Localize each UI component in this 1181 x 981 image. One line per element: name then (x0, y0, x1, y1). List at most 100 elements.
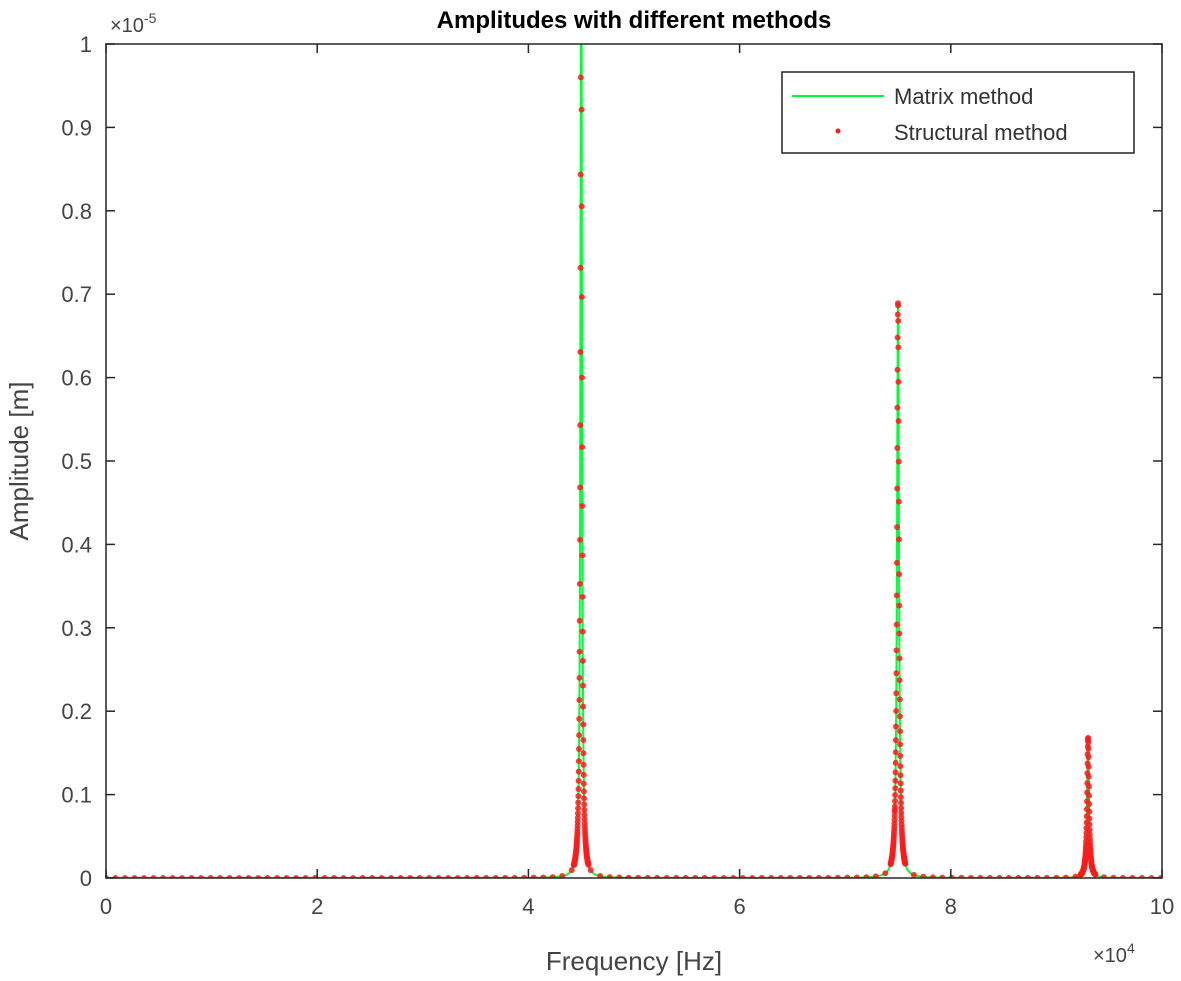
data-point-structural-method (1092, 871, 1099, 878)
data-point-structural-method (796, 874, 803, 878)
data-point-structural-method (895, 344, 902, 351)
data-point-structural-method (579, 552, 586, 559)
data-point-structural-method (896, 728, 903, 735)
data-point-structural-method (576, 674, 583, 681)
data-point-structural-method (579, 374, 586, 381)
data-point-structural-method (575, 805, 582, 812)
data-point-structural-method (711, 874, 718, 878)
y-exponent: ×10-5 (110, 10, 157, 37)
plot-area (106, 44, 1162, 878)
data-point-structural-method (882, 870, 889, 877)
data-point-structural-method (179, 874, 186, 878)
data-point-structural-method (1085, 745, 1092, 752)
data-point-structural-method (1086, 815, 1093, 822)
data-point-structural-method (892, 759, 899, 766)
y-tick-label: 0.6 (61, 366, 92, 391)
data-point-structural-method (1148, 874, 1155, 878)
data-point-structural-method (283, 874, 290, 878)
data-point-structural-method (540, 874, 547, 878)
data-point-structural-method (701, 874, 708, 878)
data-point-structural-method (340, 874, 347, 878)
data-point-structural-method (577, 536, 584, 543)
data-point-structural-method (892, 749, 899, 756)
data-point-structural-method (581, 801, 588, 808)
data-point-structural-method (1086, 826, 1093, 833)
data-point-structural-method (426, 874, 433, 878)
data-point-structural-method (895, 536, 902, 543)
data-point-structural-method (580, 736, 587, 743)
data-point-structural-method (587, 867, 594, 874)
y-tick-label: 0.1 (61, 783, 92, 808)
data-point-structural-method (577, 422, 584, 429)
data-point-structural-method (894, 311, 901, 318)
data-point-structural-method (578, 203, 585, 210)
data-point-structural-method (579, 444, 586, 451)
data-point-structural-method (302, 874, 309, 878)
data-point-structural-method (897, 741, 904, 748)
data-point-structural-method (897, 780, 904, 787)
data-point-structural-method (580, 721, 587, 728)
data-point-structural-method (1086, 800, 1093, 807)
data-point-structural-method (1085, 783, 1092, 790)
data-point-structural-method (576, 732, 583, 739)
data-point-structural-method (575, 777, 582, 784)
data-point-structural-method (1085, 754, 1092, 761)
y-tick-label: 0.7 (61, 282, 92, 307)
data-point-structural-method (739, 874, 746, 878)
data-point-structural-method (188, 874, 195, 878)
axes-box (105, 43, 1163, 879)
data-point-structural-method (895, 317, 902, 324)
data-point-structural-method (872, 873, 879, 878)
axes: 0 2 4 6 8 10 0 0.1 0.2 0.3 0.4 0.5 0.6 0.7 0.8 0.9 1 (61, 32, 1174, 919)
data-point-structural-method (720, 874, 727, 878)
data-point-structural-method (576, 648, 583, 655)
data-point-structural-method (1085, 763, 1092, 770)
data-point-structural-method (895, 378, 902, 385)
data-point-structural-method (445, 874, 452, 878)
data-point-structural-method (825, 874, 832, 878)
y-tick-label: 0 (80, 866, 92, 891)
data-point-structural-method (576, 696, 583, 703)
data-point-structural-method (575, 799, 582, 806)
data-point-structural-method (576, 580, 583, 587)
data-point-structural-method (893, 647, 900, 654)
data-point-structural-method (692, 874, 699, 878)
data-point-structural-method (896, 696, 903, 703)
data-point-structural-method (893, 559, 900, 566)
data-point-structural-method (891, 812, 898, 819)
data-point-structural-method (397, 874, 404, 878)
data-point-structural-method (1024, 874, 1031, 878)
data-point-structural-method (1062, 874, 1069, 878)
data-point-structural-method (576, 617, 583, 624)
data-point-structural-method (673, 874, 680, 878)
data-point-structural-method (892, 798, 899, 805)
data-point-structural-method (896, 630, 903, 637)
data-point-structural-method (597, 873, 604, 878)
data-point-structural-method (730, 874, 737, 878)
data-point-structural-method (902, 860, 909, 867)
data-point-structural-method (549, 874, 556, 878)
data-point-structural-method (967, 874, 974, 878)
y-axis-label: Amplitude [m] (4, 382, 34, 541)
data-point-structural-method (378, 874, 385, 878)
y-tick-label: 0.9 (61, 115, 92, 140)
data-point-structural-method (1110, 874, 1117, 878)
y-tick-label: 1 (80, 32, 92, 57)
data-point-structural-method (897, 787, 904, 794)
data-point-structural-method (891, 803, 898, 810)
x-tick-label: 2 (311, 894, 323, 919)
data-point-structural-method (464, 874, 471, 878)
data-point-structural-method (1072, 873, 1079, 878)
x-tick-label: 6 (733, 894, 745, 919)
data-point-structural-method (616, 874, 623, 878)
data-point-structural-method (511, 874, 518, 878)
chart-title: Amplitudes with different methods (437, 7, 832, 34)
data-point-structural-method (896, 602, 903, 609)
data-point-structural-method (894, 366, 901, 373)
data-point-structural-method (654, 874, 661, 878)
data-point-structural-method (581, 806, 588, 813)
data-point-structural-method (321, 874, 328, 878)
data-point-structural-method (435, 874, 442, 878)
data-point-structural-method (1086, 808, 1093, 815)
